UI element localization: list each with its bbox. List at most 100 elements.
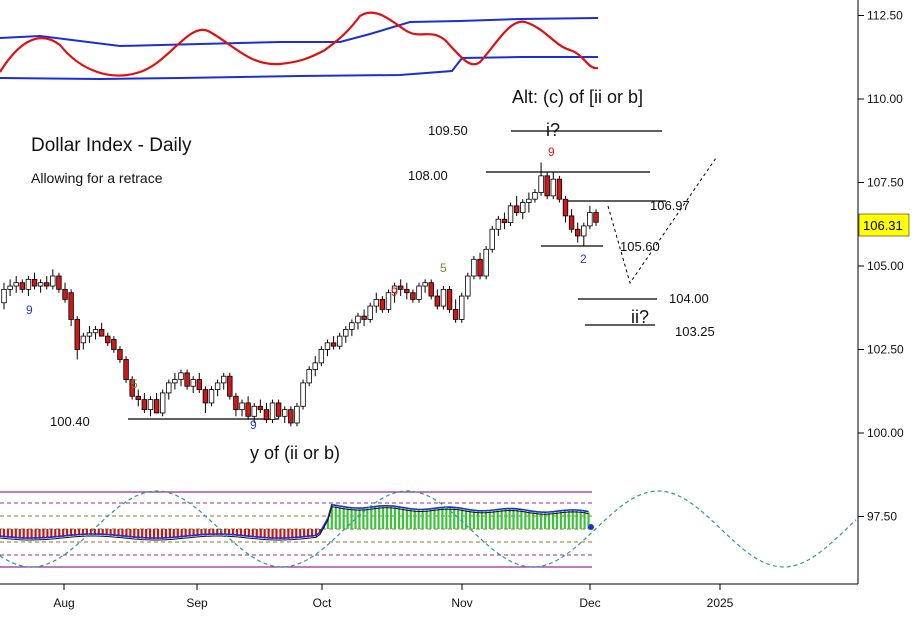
candle-up <box>373 298 379 307</box>
time-tick-label: Aug <box>53 596 74 610</box>
candle-down <box>568 215 575 230</box>
count-9-aug: 9 <box>26 303 33 317</box>
label-106-97: 106.97 <box>650 198 690 213</box>
candle-up <box>520 202 526 213</box>
candle-down <box>361 315 367 320</box>
candle-down <box>574 228 581 237</box>
candle-down <box>227 375 233 397</box>
alt-count-annotation: Alt: (c) of [ii or b] <box>512 87 643 107</box>
candle-up <box>25 278 32 290</box>
time-tick-label: Nov <box>451 596 472 610</box>
candle-down <box>410 292 416 300</box>
price-tick-label: 97.50 <box>867 510 897 524</box>
candle-up <box>190 379 196 387</box>
candle-up <box>282 409 288 417</box>
count-2-dec: 2 <box>580 252 587 266</box>
candle-down <box>123 359 129 380</box>
candle-up <box>367 305 373 320</box>
lower-histogram-oscillator <box>0 490 857 568</box>
candle-down <box>501 218 508 223</box>
label-104-00: 104.00 <box>669 291 709 306</box>
candle-down <box>117 349 123 360</box>
osc-signal-line <box>0 503 589 539</box>
count-9-nov: 9 <box>548 145 555 159</box>
candle-up <box>532 192 538 200</box>
lower-band-line <box>0 56 598 81</box>
candle-down <box>544 175 550 197</box>
candle-up <box>172 379 178 384</box>
candle-down <box>288 409 294 424</box>
candle-up <box>1 288 7 304</box>
candle-down <box>184 372 190 387</box>
candle-down <box>105 335 111 344</box>
candle-up <box>294 405 300 424</box>
candle-down <box>56 275 62 290</box>
candle-down <box>556 178 563 200</box>
candle-up <box>37 282 44 287</box>
candle-up <box>269 402 276 421</box>
price-tick-label: 105.00 <box>867 259 904 273</box>
candle-down <box>68 292 74 320</box>
candle-up <box>465 275 471 297</box>
candle-up <box>550 178 556 197</box>
time-tick-label: Dec <box>579 596 600 610</box>
candle-down <box>513 205 520 213</box>
candle-up <box>489 228 495 250</box>
candle-up <box>92 329 99 334</box>
current-price-tag <box>858 213 910 237</box>
candle-down <box>111 339 117 350</box>
time-tick-label: Oct <box>313 596 332 610</box>
candle-down <box>330 342 337 347</box>
price-axis: 97.50 100.00 102.50 105.00 107.50 110.00 112.5… <box>858 9 904 524</box>
candle-down <box>404 288 410 294</box>
candle-up <box>336 335 343 347</box>
candle-up <box>312 362 318 370</box>
candle-up <box>318 349 325 364</box>
candle-up <box>343 329 349 337</box>
price-candles <box>1 162 599 427</box>
price-tick-label: 100.00 <box>867 426 904 440</box>
candle-up <box>13 282 19 287</box>
candle-down <box>233 395 239 411</box>
time-tick-label: 2025 <box>707 596 734 610</box>
osc-smooth-line <box>0 506 589 541</box>
cycle-projection-wave <box>0 490 857 568</box>
candle-up <box>80 335 87 344</box>
candle-up <box>159 392 166 414</box>
label-109-50: 109.50 <box>428 123 468 138</box>
candle-up <box>147 399 154 411</box>
current-price-label: 106.31 <box>863 218 903 233</box>
candle-down <box>31 278 38 287</box>
candle-down <box>477 258 483 277</box>
count-9-sep: 9 <box>250 418 257 432</box>
candle-up <box>50 275 56 287</box>
count-9-oct: 9 <box>391 285 398 299</box>
candle-up <box>495 218 502 230</box>
candle-up <box>440 288 447 307</box>
candle-up <box>166 382 172 394</box>
candle-down <box>398 285 404 290</box>
projection-path <box>607 157 717 285</box>
chart-title: Dollar Index - Daily <box>31 135 192 156</box>
candle-down <box>44 282 50 287</box>
candle-up <box>214 382 221 390</box>
candle-down <box>379 298 386 310</box>
candle-down <box>275 402 282 417</box>
upper-band-line <box>0 17 599 48</box>
candle-up <box>300 382 306 407</box>
candle-up <box>391 285 398 294</box>
candle-down <box>562 198 569 217</box>
label-103-25: 103.25 <box>675 324 715 339</box>
candle-down <box>202 389 209 404</box>
candle-up <box>471 258 477 277</box>
candle-up <box>538 175 544 193</box>
label-105-60: 105.60 <box>620 239 660 254</box>
candle-down <box>135 395 141 401</box>
price-tick-label: 112.50 <box>867 9 903 23</box>
price-tick-label: 107.50 <box>867 176 904 190</box>
count-5-oct: 5 <box>440 261 447 275</box>
upper-cycle-oscillator <box>0 11 599 81</box>
wave-ii-annotation: ii? <box>631 307 649 327</box>
candle-up <box>581 225 587 237</box>
candle-up <box>178 372 184 380</box>
